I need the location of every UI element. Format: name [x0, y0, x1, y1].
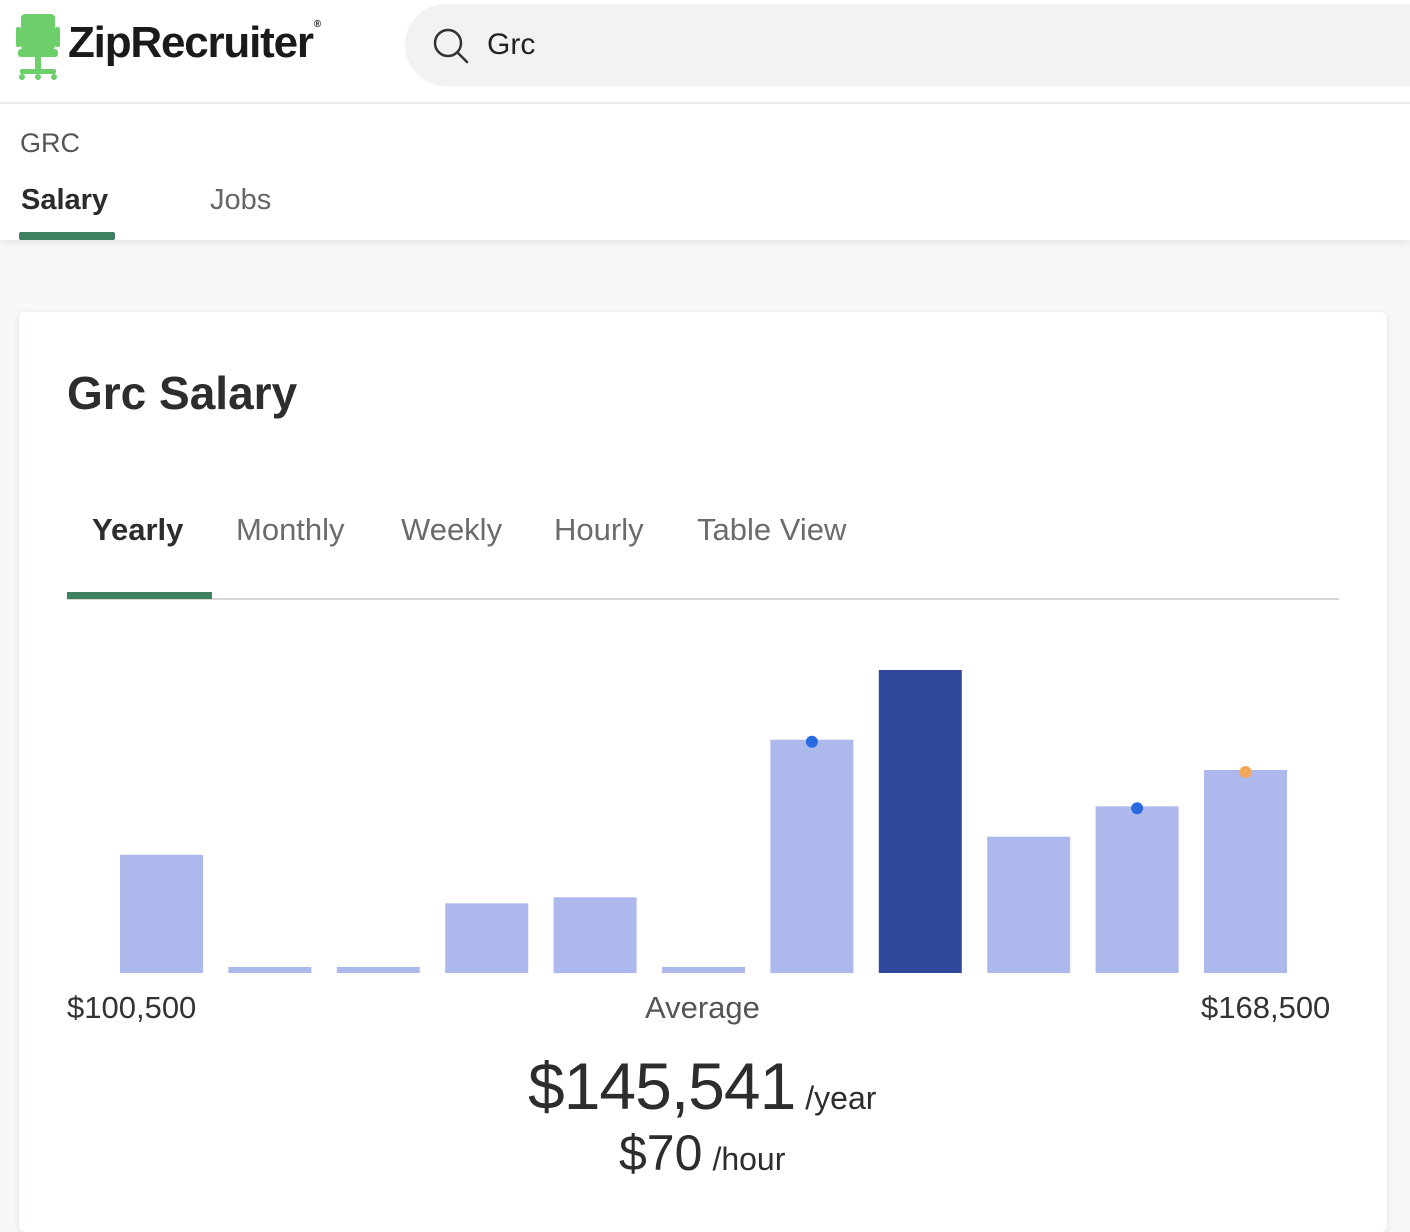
average-hourly-salary: $70 /hour	[619, 1124, 785, 1182]
histogram-bar	[662, 966, 745, 973]
yearly-amount: $145,541	[528, 1049, 796, 1123]
tab-yearly[interactable]: Yearly	[92, 512, 184, 547]
histogram-bar	[1095, 806, 1179, 973]
active-tab-indicator	[19, 232, 115, 240]
page-title: Grc Salary	[67, 367, 298, 419]
histogram-bar	[1204, 770, 1287, 973]
histogram-bar	[336, 966, 420, 973]
hourly-amount: $70	[619, 1125, 703, 1181]
histogram-marker-blue	[1131, 802, 1144, 815]
ziprecruiter-logo[interactable]: ZipRecruiter®	[16, 10, 321, 82]
histogram-bar	[228, 966, 312, 973]
search-input[interactable]	[487, 4, 1287, 86]
tab-hourly[interactable]: Hourly	[554, 512, 644, 547]
tab-weekly[interactable]: Weekly	[401, 512, 503, 547]
tab-jobs[interactable]: Jobs	[210, 184, 272, 216]
search-bar[interactable]	[405, 4, 1410, 86]
search-icon[interactable]	[431, 26, 471, 66]
histogram-bar	[987, 836, 1071, 973]
histogram-bar	[445, 903, 529, 973]
tab-salary[interactable]: Salary	[21, 184, 109, 216]
average-yearly-salary: $145,541 /year	[528, 1048, 876, 1124]
histogram-bar	[553, 897, 637, 974]
top-header: ZipRecruiter®	[0, 0, 1410, 104]
salary-card: Grc Salary Yearly Monthly Weekly Hourly …	[19, 312, 1387, 1232]
range-min-label: $100,500	[67, 990, 197, 1025]
chair-icon	[16, 14, 60, 80]
average-label: Average	[645, 990, 760, 1025]
histogram-marker-blue	[805, 735, 818, 748]
brand-name: ZipRecruiter®	[68, 18, 321, 67]
range-max-label: $168,500	[1201, 990, 1331, 1025]
hourly-unit: /hour	[712, 1141, 786, 1177]
sub-navigation: GRC Salary Jobs	[0, 104, 1410, 240]
tab-table-view[interactable]: Table View	[697, 512, 847, 547]
salary-histogram	[120, 670, 1287, 974]
histogram-bar	[770, 739, 854, 973]
histogram-bar	[120, 854, 203, 973]
tab-monthly[interactable]: Monthly	[236, 512, 345, 547]
period-tabs: Yearly Monthly Weekly Hourly Table View	[67, 508, 1339, 600]
registered-mark: ®	[313, 19, 321, 31]
breadcrumb: GRC	[20, 128, 80, 158]
histogram-bar-average	[878, 670, 962, 973]
yearly-unit: /year	[805, 1080, 877, 1116]
histogram-marker-orange	[1239, 766, 1252, 778]
active-period-indicator	[67, 592, 212, 599]
